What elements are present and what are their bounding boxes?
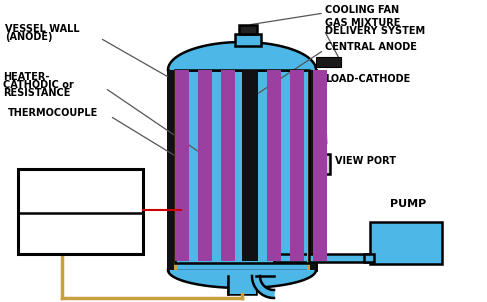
Bar xyxy=(168,70,316,270)
Bar xyxy=(168,70,174,270)
Text: VIEW PORT: VIEW PORT xyxy=(335,156,396,166)
Text: (ANODE): (ANODE) xyxy=(5,32,53,42)
Text: RESISTANCE: RESISTANCE xyxy=(3,88,71,98)
Polygon shape xyxy=(252,276,274,298)
Text: GAS MIXTURE: GAS MIXTURE xyxy=(325,18,400,28)
Text: HEATER-: HEATER- xyxy=(3,72,49,82)
Bar xyxy=(239,25,257,34)
Text: COOLING FAN: COOLING FAN xyxy=(325,5,399,15)
Bar xyxy=(228,282,256,294)
Text: CATHODIC or: CATHODIC or xyxy=(3,80,74,90)
Text: PUMP: PUMP xyxy=(390,199,426,209)
Polygon shape xyxy=(168,42,316,70)
Text: DELIVERY SYSTEM: DELIVERY SYSTEM xyxy=(325,26,425,36)
Bar xyxy=(174,70,177,270)
Bar xyxy=(370,222,442,264)
Bar xyxy=(316,154,330,174)
Text: CONTROLLING
SYSTEM: CONTROLLING SYSTEM xyxy=(41,177,120,201)
Text: VESSEL WALL: VESSEL WALL xyxy=(5,24,80,34)
Bar xyxy=(313,70,327,261)
Text: CENTRAL ANODE: CENTRAL ANODE xyxy=(325,42,417,52)
Polygon shape xyxy=(168,270,316,288)
Bar xyxy=(274,254,374,262)
Bar xyxy=(307,70,310,270)
Bar xyxy=(267,70,281,261)
Bar xyxy=(198,70,212,261)
Bar xyxy=(364,254,374,262)
Bar xyxy=(221,70,235,261)
Text: LOAD-CATHODE: LOAD-CATHODE xyxy=(325,74,410,84)
Text: HIGH VOLTAGE
POWER SUPPLY: HIGH VOLTAGE POWER SUPPLY xyxy=(38,222,123,246)
Bar xyxy=(290,70,304,261)
Bar xyxy=(18,169,143,254)
Bar xyxy=(175,70,309,263)
Text: THERMOCOUPLE: THERMOCOUPLE xyxy=(8,108,98,118)
Bar xyxy=(316,57,341,67)
Bar xyxy=(175,70,189,261)
Bar xyxy=(228,276,256,294)
Bar xyxy=(310,70,316,270)
Bar xyxy=(242,70,258,261)
Bar xyxy=(235,34,261,46)
